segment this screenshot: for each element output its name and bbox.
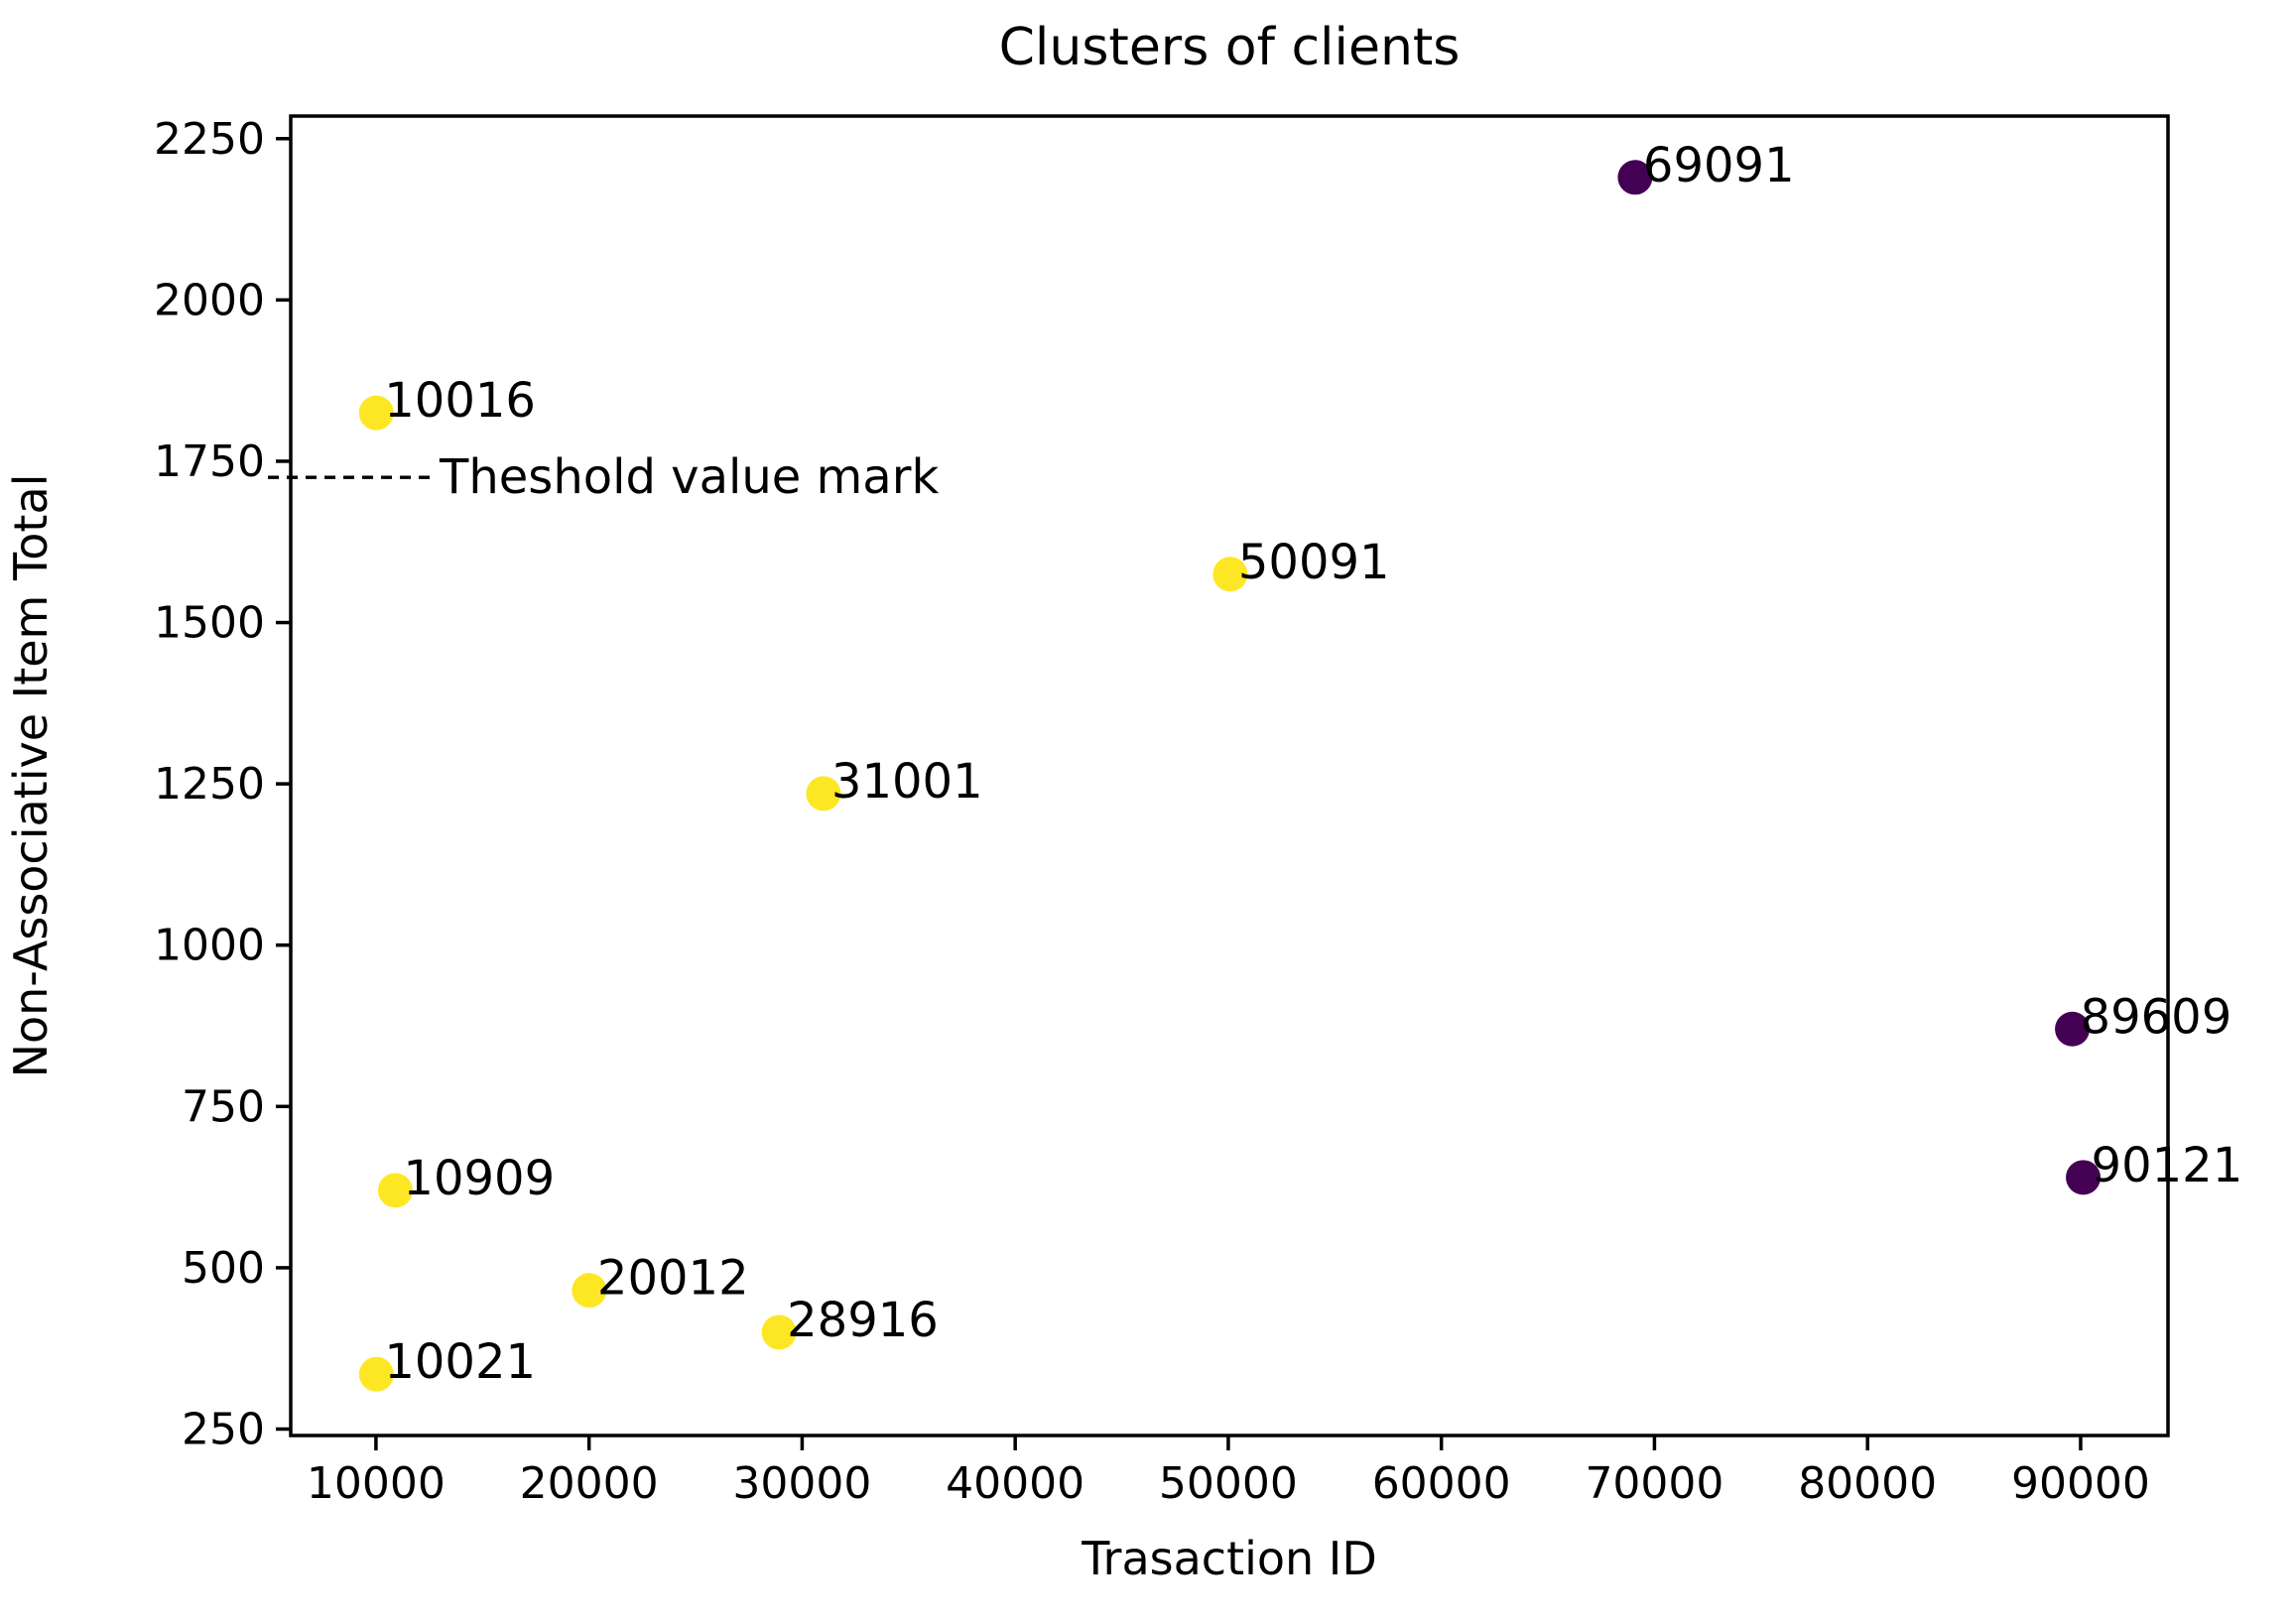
data-point-90121[interactable] xyxy=(2066,1160,2102,1195)
data-point-28916[interactable] xyxy=(761,1314,797,1350)
x-tick-label: 70000 xyxy=(1585,1458,1723,1509)
x-tick-label: 80000 xyxy=(1798,1458,1937,1509)
data-point-label-10021: 10021 xyxy=(384,1334,536,1390)
data-point-69091[interactable] xyxy=(1617,160,1653,195)
axes-box xyxy=(289,114,2170,1437)
y-tick-label: 500 xyxy=(182,1243,265,1294)
data-point-label-10909: 10909 xyxy=(403,1151,555,1206)
y-tick-label: 250 xyxy=(182,1404,265,1454)
data-point-label-10016: 10016 xyxy=(384,373,536,429)
y-tick-label: 1000 xyxy=(154,921,265,971)
data-point-label-89609: 89609 xyxy=(2081,989,2232,1045)
data-point-label-20012: 20012 xyxy=(597,1251,749,1307)
data-point-label-28916: 28916 xyxy=(787,1293,939,1348)
data-point-31001[interactable] xyxy=(806,776,841,812)
x-tick-label: 90000 xyxy=(2011,1458,2150,1509)
threshold-annotation: Theshold value mark xyxy=(439,449,939,505)
data-point-50091[interactable] xyxy=(1212,557,1248,592)
y-tick-label: 2250 xyxy=(154,114,265,165)
x-tick-label: 60000 xyxy=(1372,1458,1511,1509)
y-tick-label: 1750 xyxy=(154,437,265,487)
data-point-10909[interactable] xyxy=(377,1173,413,1208)
x-axis-label: Trasaction ID xyxy=(1082,1532,1377,1585)
data-point-20012[interactable] xyxy=(572,1273,607,1309)
x-tick-label: 30000 xyxy=(732,1458,871,1509)
data-point-10016[interactable] xyxy=(358,395,394,431)
y-tick-label: 2000 xyxy=(154,275,265,325)
data-point-label-69091: 69091 xyxy=(1643,138,1795,193)
y-tick-label: 1250 xyxy=(154,759,265,810)
data-point-label-90121: 90121 xyxy=(2092,1138,2243,1193)
x-tick-label: 20000 xyxy=(520,1458,659,1509)
chart-title: Clusters of clients xyxy=(998,18,1461,77)
data-point-label-31001: 31001 xyxy=(831,754,983,810)
x-tick-label: 40000 xyxy=(946,1458,1084,1509)
y-tick-label: 1500 xyxy=(154,598,265,649)
y-tick-label: 750 xyxy=(182,1081,265,1132)
data-point-89609[interactable] xyxy=(2055,1011,2091,1047)
data-point-label-50091: 50091 xyxy=(1238,535,1390,590)
x-tick-label: 10000 xyxy=(307,1458,446,1509)
x-tick-label: 50000 xyxy=(1159,1458,1298,1509)
y-axis-label: Non-Associative Item Total xyxy=(4,473,58,1078)
data-point-10021[interactable] xyxy=(358,1356,394,1392)
